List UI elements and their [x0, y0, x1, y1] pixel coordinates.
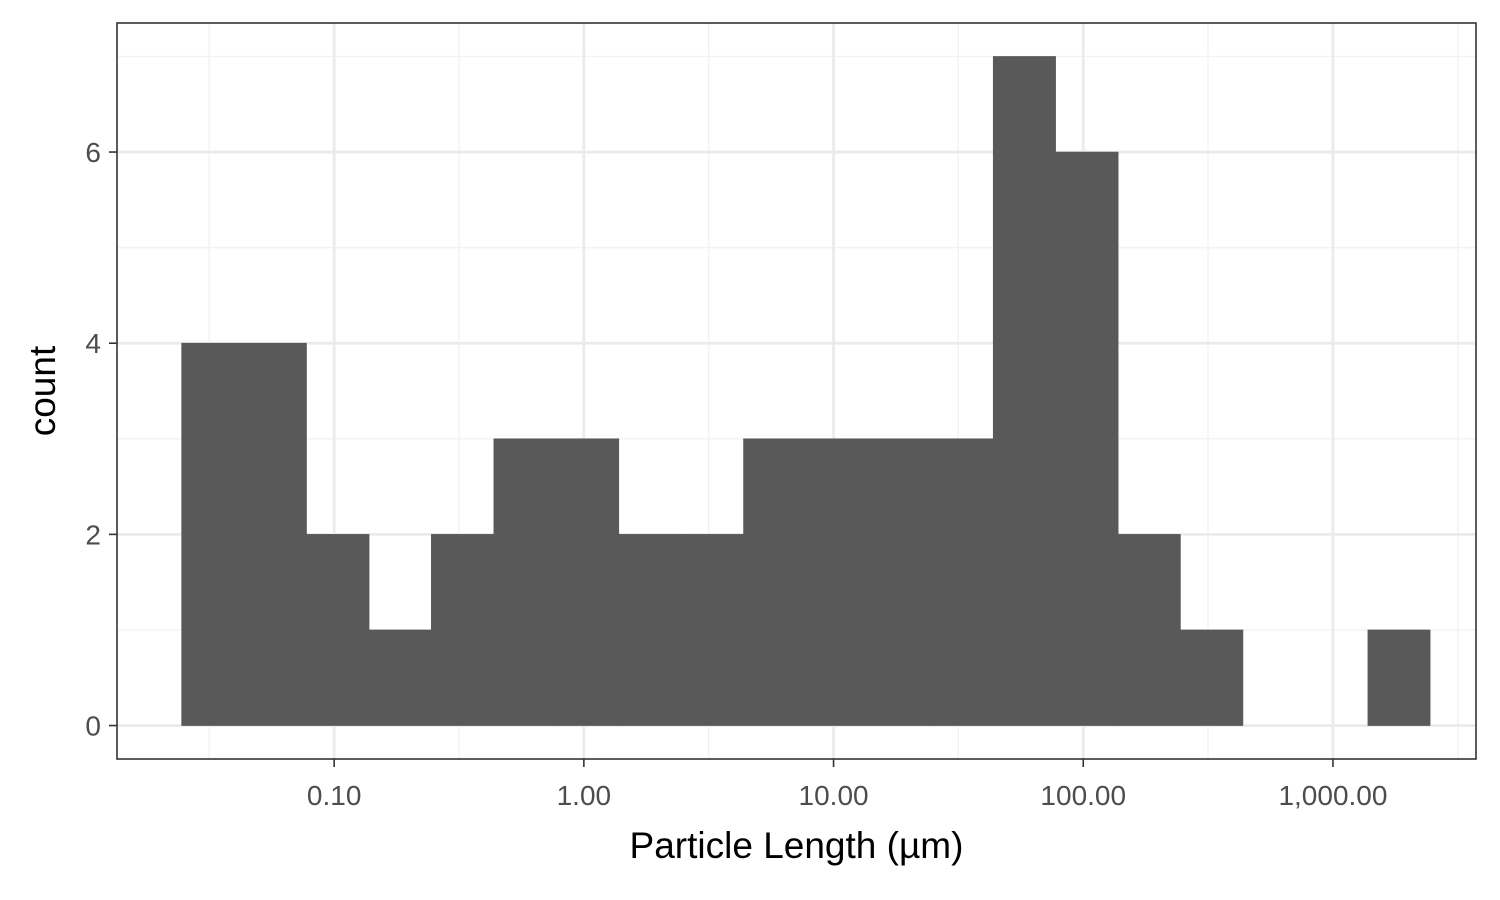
histogram-bar [1117, 534, 1181, 726]
y-tick-label: 4 [85, 328, 101, 359]
histogram-bar [368, 629, 432, 726]
histogram-bar [1055, 151, 1119, 726]
x-axis-title: Particle Length (µm) [630, 825, 964, 866]
histogram-bar [930, 438, 994, 726]
histogram-bar [306, 534, 370, 726]
y-axis-title: count [22, 345, 63, 436]
y-tick-label: 0 [85, 711, 101, 742]
x-tick-label: 0.10 [307, 780, 362, 811]
histogram-bar [992, 56, 1056, 726]
histogram-bar [1367, 629, 1431, 726]
histogram-bar [181, 342, 245, 726]
y-tick-label: 6 [85, 137, 101, 168]
panel-border [116, 22, 1477, 760]
histogram-bar [743, 438, 807, 726]
histogram-bar [431, 534, 495, 726]
histogram-bar [555, 438, 620, 726]
histogram-bar [618, 534, 682, 726]
histogram-bar [680, 534, 744, 726]
histogram-bar [868, 438, 932, 726]
histogram-bar [243, 342, 307, 726]
histogram-bars [181, 56, 1431, 726]
x-tick-label: 100.00 [1040, 780, 1126, 811]
histogram-bar [805, 438, 869, 726]
x-tick-label: 1.00 [557, 780, 612, 811]
x-tick-label: 1,000.00 [1278, 780, 1387, 811]
x-tick-label: 10.00 [799, 780, 869, 811]
histogram-bar [493, 438, 557, 726]
y-tick-label: 2 [85, 519, 101, 550]
axis-ticks: 0.10 1.00 10.00 100.00 1,000.00 0 2 4 6 [85, 137, 1387, 811]
histogram-bar [1180, 629, 1244, 726]
